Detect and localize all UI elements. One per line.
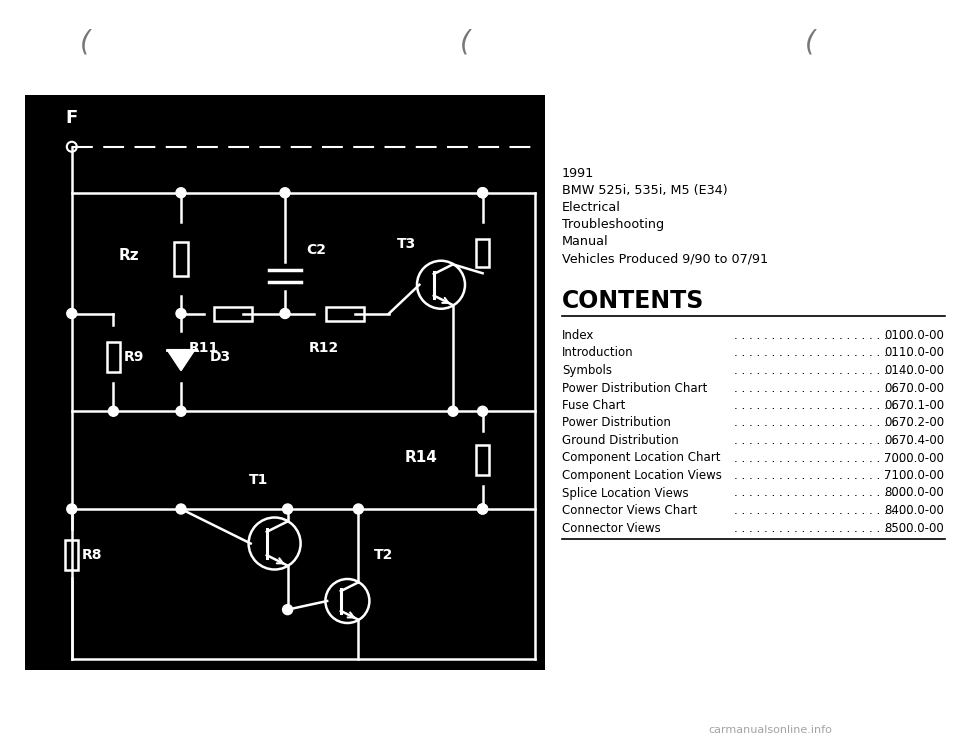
Text: Component Location Chart: Component Location Chart <box>562 452 721 464</box>
Text: 8400.0-00: 8400.0-00 <box>884 504 944 517</box>
Text: R8: R8 <box>83 548 103 562</box>
Text: . . . . . . . . . . . . . . . . . . . . . . . .: . . . . . . . . . . . . . . . . . . . . … <box>734 434 910 447</box>
Text: . . . . . . . . . . . . . . . . . . . . . . . .: . . . . . . . . . . . . . . . . . . . . … <box>734 382 910 394</box>
Text: Power Distribution: Power Distribution <box>562 417 671 429</box>
Text: carmanualsonline.info: carmanualsonline.info <box>708 725 832 735</box>
Text: 0670.2-00: 0670.2-00 <box>884 417 944 429</box>
Bar <box>476 239 489 267</box>
Text: BMW 525i, 535i, M5 (E34): BMW 525i, 535i, M5 (E34) <box>562 184 728 197</box>
Bar <box>174 242 188 276</box>
Text: 7100.0-00: 7100.0-00 <box>884 469 944 482</box>
Circle shape <box>176 309 186 318</box>
Text: 0140.0-00: 0140.0-00 <box>884 364 944 377</box>
Text: Index: Index <box>562 329 594 342</box>
Bar <box>214 307 252 321</box>
Text: . . . . . . . . . . . . . . . . . . . . . . . .: . . . . . . . . . . . . . . . . . . . . … <box>734 504 910 517</box>
Text: Splice Location Views: Splice Location Views <box>562 487 688 499</box>
Text: 8000.0-00: 8000.0-00 <box>884 487 944 499</box>
Text: 0670.1-00: 0670.1-00 <box>884 399 944 412</box>
Circle shape <box>176 187 186 198</box>
Text: (: ( <box>460 28 470 56</box>
Bar <box>476 445 489 475</box>
Text: Introduction: Introduction <box>562 347 634 359</box>
Text: T3: T3 <box>396 237 416 251</box>
Circle shape <box>280 309 290 318</box>
Circle shape <box>448 406 458 416</box>
Polygon shape <box>167 350 195 371</box>
Circle shape <box>478 406 488 416</box>
Text: F: F <box>65 109 78 127</box>
Text: R14: R14 <box>404 450 438 465</box>
Text: R11: R11 <box>189 341 219 355</box>
Circle shape <box>67 504 77 514</box>
Text: Ground Distribution: Ground Distribution <box>562 434 679 447</box>
Circle shape <box>176 406 186 416</box>
Circle shape <box>108 406 118 416</box>
Text: 0100.0-00: 0100.0-00 <box>884 329 944 342</box>
Text: Fuse Chart: Fuse Chart <box>562 399 625 412</box>
Text: Rz: Rz <box>119 248 139 263</box>
Text: T1: T1 <box>250 473 269 487</box>
Text: Connector Views Chart: Connector Views Chart <box>562 504 697 517</box>
Text: 0110.0-00: 0110.0-00 <box>884 347 944 359</box>
Text: . . . . . . . . . . . . . . . . . . . . . . . .: . . . . . . . . . . . . . . . . . . . . … <box>734 364 910 377</box>
Circle shape <box>353 504 364 514</box>
Text: . . . . . . . . . . . . . . . . . . . . . . . .: . . . . . . . . . . . . . . . . . . . . … <box>734 487 910 499</box>
Text: Power Distribution Chart: Power Distribution Chart <box>562 382 708 394</box>
Bar <box>107 341 120 371</box>
Text: (: ( <box>804 28 815 56</box>
Text: Symbols: Symbols <box>562 364 612 377</box>
Circle shape <box>478 187 488 198</box>
Text: 1991: 1991 <box>562 167 594 180</box>
Bar <box>25 95 545 670</box>
Text: R9: R9 <box>124 350 144 364</box>
Text: . . . . . . . . . . . . . . . . . . . . . . . .: . . . . . . . . . . . . . . . . . . . . … <box>734 469 910 482</box>
Text: Connector Views: Connector Views <box>562 522 660 534</box>
Circle shape <box>478 504 488 514</box>
Text: . . . . . . . . . . . . . . . . . . . . . . . .: . . . . . . . . . . . . . . . . . . . . … <box>734 417 910 429</box>
Circle shape <box>478 504 488 514</box>
Text: 8500.0-00: 8500.0-00 <box>884 522 944 534</box>
Text: D3: D3 <box>209 350 230 364</box>
Bar <box>325 307 364 321</box>
Circle shape <box>282 504 293 514</box>
Text: 0670.0-00: 0670.0-00 <box>884 382 944 394</box>
Text: . . . . . . . . . . . . . . . . . . . . . . . .: . . . . . . . . . . . . . . . . . . . . … <box>734 329 910 342</box>
Text: Vehicles Produced 9/90 to 07/91: Vehicles Produced 9/90 to 07/91 <box>562 252 768 265</box>
Text: R12: R12 <box>308 341 339 355</box>
Circle shape <box>280 187 290 198</box>
Text: Troubleshooting: Troubleshooting <box>562 218 664 231</box>
Text: . . . . . . . . . . . . . . . . . . . . . . . .: . . . . . . . . . . . . . . . . . . . . … <box>734 347 910 359</box>
Text: 0670.4-00: 0670.4-00 <box>884 434 944 447</box>
Text: 7000.0-00: 7000.0-00 <box>884 452 944 464</box>
Text: (: ( <box>80 28 90 56</box>
Text: Manual: Manual <box>562 235 609 248</box>
Circle shape <box>67 309 77 318</box>
Circle shape <box>478 187 488 198</box>
Circle shape <box>282 605 293 615</box>
Text: . . . . . . . . . . . . . . . . . . . . . . . .: . . . . . . . . . . . . . . . . . . . . … <box>734 399 910 412</box>
Text: C2: C2 <box>306 243 325 257</box>
Text: . . . . . . . . . . . . . . . . . . . . . . . .: . . . . . . . . . . . . . . . . . . . . … <box>734 522 910 534</box>
Text: CONTENTS: CONTENTS <box>562 289 705 313</box>
Text: Component Location Views: Component Location Views <box>562 469 722 482</box>
Text: T2: T2 <box>373 548 393 562</box>
Text: . . . . . . . . . . . . . . . . . . . . . . . .: . . . . . . . . . . . . . . . . . . . . … <box>734 452 910 464</box>
Text: Electrical: Electrical <box>562 201 621 214</box>
Bar <box>65 540 79 570</box>
Circle shape <box>176 504 186 514</box>
